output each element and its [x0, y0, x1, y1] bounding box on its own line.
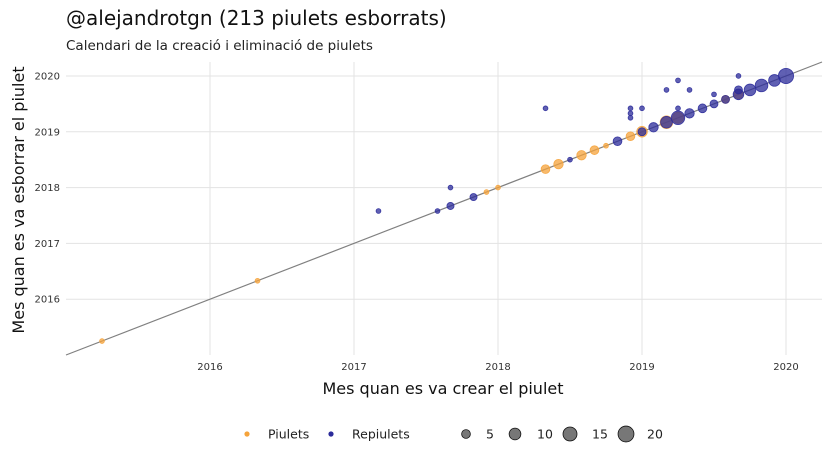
chart-subtitle: Calendari de la creació i eliminació de … [66, 38, 373, 54]
repiulet-point [670, 110, 686, 125]
piulet-point [99, 338, 105, 344]
y-axis-title: Mes quan es va esborrar el piulet [9, 66, 28, 333]
repiulet-point [709, 99, 719, 109]
legend-label-piulets: Piulets [268, 427, 309, 442]
y-tick-label: 2019 [35, 127, 60, 138]
x-tick-label: 2017 [341, 362, 366, 373]
piulet-point [553, 159, 564, 170]
piulet-point [589, 145, 600, 155]
legend-swatch-piulets [244, 431, 250, 437]
repiulet-point [711, 91, 717, 98]
repiulet-point [684, 108, 695, 119]
piulet-point [254, 277, 261, 284]
repiulet-point [375, 208, 382, 214]
size-legend-label: 20 [647, 427, 663, 442]
legend-swatch-repiulets [328, 431, 334, 437]
repiulet-point [627, 110, 634, 117]
piulet-point [495, 184, 501, 191]
piulet-point [625, 131, 636, 142]
repiulet-point [567, 156, 573, 163]
repiulet-point [754, 78, 769, 93]
x-axis-title: Mes quan es va crear el piulet [322, 379, 563, 398]
repiulet-point [778, 67, 794, 84]
reference-line [65, 61, 823, 356]
repiulet-point [734, 85, 743, 95]
legend: Piulets Repiulets 5 10 15 20 [244, 425, 663, 443]
repiulet-point [447, 184, 454, 191]
piulet-point [540, 164, 551, 174]
identity-line [65, 61, 823, 356]
size-legend-label: 5 [486, 427, 494, 442]
repiulet-point [434, 208, 441, 214]
size-legend-circle [508, 427, 522, 441]
legend-label-repiulets: Repiulets [352, 427, 410, 442]
repiulet-point [686, 87, 693, 93]
data-points [99, 67, 794, 344]
piulet-point [603, 142, 609, 149]
repiulet-point [637, 127, 647, 137]
size-legend-label: 10 [537, 427, 553, 442]
repiulet-point [542, 105, 549, 112]
x-tick-label: 2016 [197, 362, 222, 373]
y-tick-label: 2020 [35, 71, 60, 82]
repiulet-point [675, 77, 681, 84]
repiulet-point [469, 193, 478, 202]
repiulet-point [675, 105, 681, 112]
repiulet-point [721, 94, 730, 104]
repiulet-point [627, 105, 634, 112]
repiulet-point [648, 122, 659, 133]
repiulet-point [639, 105, 645, 112]
size-legend-circle [617, 425, 635, 443]
x-tick-label: 2018 [485, 362, 510, 373]
repiulet-point [663, 87, 670, 93]
repiulet-point [735, 73, 742, 79]
piulet-point [483, 189, 490, 195]
grid-lines [66, 62, 822, 355]
piulet-point [576, 150, 587, 161]
x-tick-label: 2020 [773, 362, 798, 373]
repiulet-point [697, 103, 708, 114]
y-tick-label: 2016 [35, 295, 60, 306]
tick-labels: 2016 2017 2018 2019 2020 2016 2017 2018 2019 2020 [35, 71, 799, 373]
size-legend-label: 15 [592, 427, 608, 442]
size-legend-circle [562, 426, 578, 442]
repiulet-point [660, 116, 673, 129]
size-legend-circle [461, 429, 471, 439]
repiulet-point [743, 83, 757, 97]
repiulet-point [612, 136, 623, 147]
x-tick-label: 2019 [629, 362, 654, 373]
y-tick-label: 2017 [35, 239, 60, 250]
y-tick-label: 2018 [35, 183, 60, 194]
repiulet-point [446, 202, 455, 210]
chart-title: @alejandrotgn (213 piulets esborrats) [66, 6, 447, 30]
